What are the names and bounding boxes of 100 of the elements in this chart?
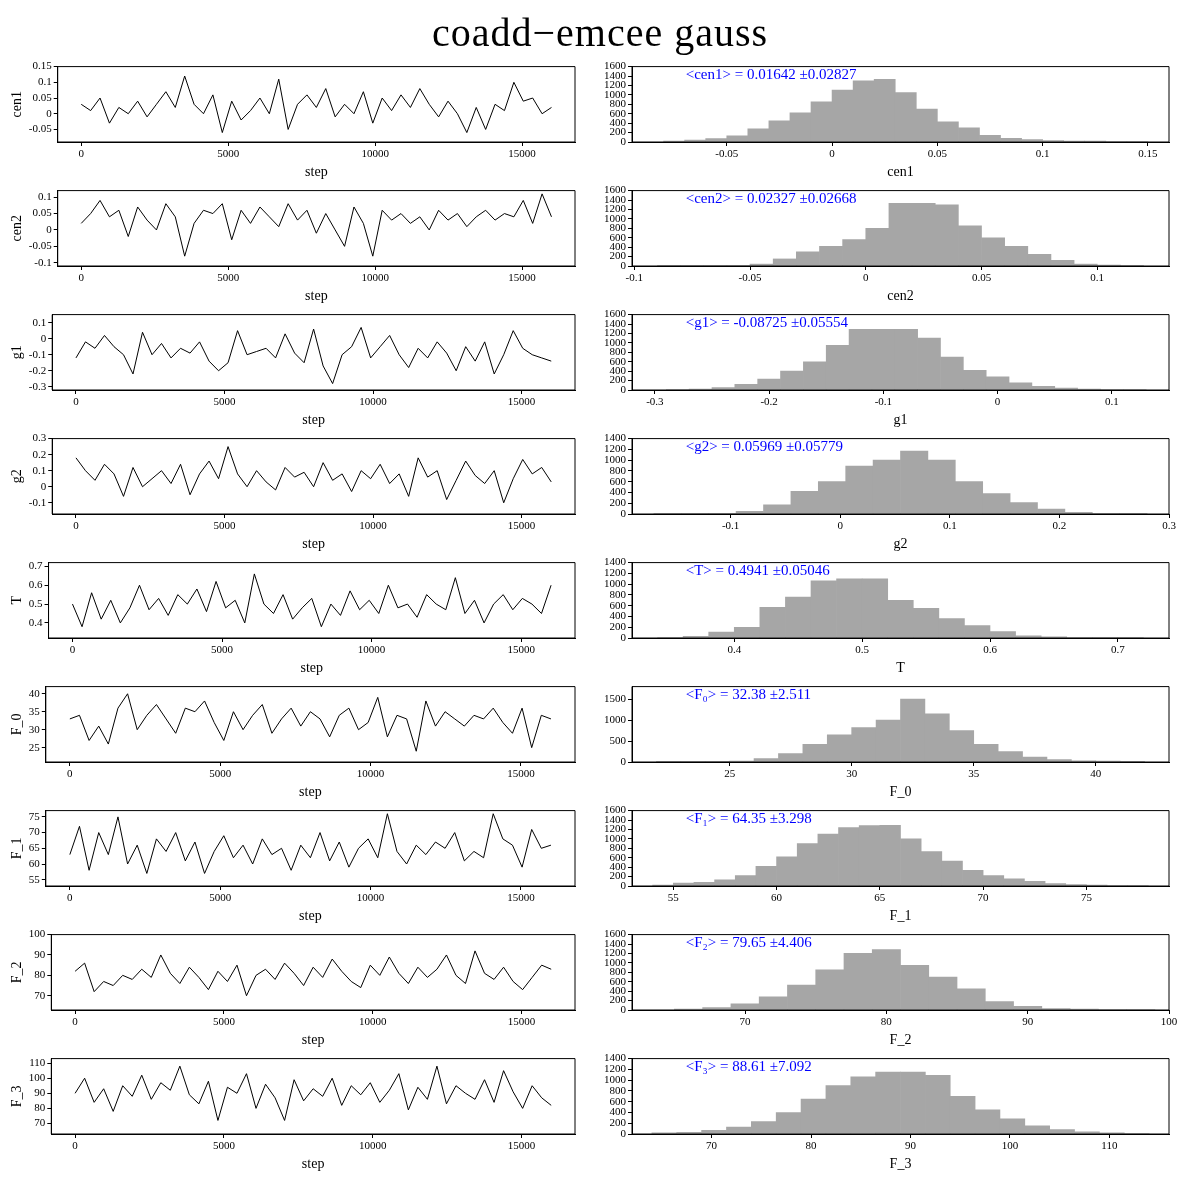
x-tick-label: 5000 (209, 767, 232, 780)
x-tick-label: 0.05 (971, 271, 992, 284)
y-tick-label: 25 (28, 740, 41, 753)
y-tick-label: 90 (34, 1086, 46, 1099)
y-tick-label: 0.2 (32, 447, 47, 460)
y-tick-label: 500 (609, 733, 627, 746)
x-tick-label: 0 (69, 643, 76, 656)
y-tick-label: 0 (46, 106, 53, 119)
x-tick-label: 15000 (507, 519, 536, 532)
x-tick-label: 10000 (357, 643, 386, 656)
y-tick-label: 400 (609, 1105, 627, 1118)
x-tick-label: 110 (1101, 1139, 1118, 1152)
y-tick-label: 200 (609, 620, 627, 633)
y-tick-label: 0.1 (32, 315, 47, 328)
y-tick-label: 1000 (604, 453, 627, 466)
x-axis-title: F_3 (889, 1156, 912, 1172)
annotation: <g2> = 0.05969 ±0.05779 (685, 438, 844, 455)
x-axis-title: cen2 (887, 288, 914, 304)
x-tick-label: 90 (1022, 1015, 1034, 1028)
x-tick-label: -0.05 (715, 147, 739, 160)
x-tick-label: 0 (994, 395, 1001, 408)
y-tick-label: 600 (609, 1094, 627, 1107)
x-tick-label: 0.05 (927, 147, 948, 160)
y-tick-label: 200 (609, 496, 627, 509)
y-tick-label: 800 (609, 1083, 627, 1096)
y-tick-label: -0.2 (28, 363, 47, 376)
x-tick-label: 15000 (507, 767, 536, 780)
x-tick-label: 80 (805, 1139, 817, 1152)
x-axis-title: F_1 (889, 908, 912, 924)
x-axis-title: step (300, 660, 324, 676)
y-tick-label: 0.05 (32, 206, 53, 219)
chart-title: coadd−emcee gauss (430, 9, 770, 57)
y-tick-label: 70 (34, 988, 46, 1001)
y-tick-label: 200 (609, 1116, 627, 1129)
annotation: <F₂> = 79.65 ±4.406 (685, 934, 813, 951)
x-tick-label: 15000 (507, 1015, 536, 1028)
x-tick-label: 0.1 (1090, 271, 1105, 284)
y-axis-title: F_1 (9, 837, 25, 860)
x-tick-label: -0.1 (721, 519, 740, 532)
x-tick-label: -0.2 (760, 395, 778, 408)
y-tick-label: 0.4 (28, 615, 44, 628)
x-tick-label: 5000 (212, 1015, 236, 1028)
y-tick-label: 800 (609, 587, 627, 600)
y-tick-label: 400 (609, 485, 627, 498)
x-tick-label: 5000 (209, 891, 232, 904)
y-tick-label: 75 (28, 809, 41, 822)
x-tick-label: 0.5 (855, 643, 870, 656)
x-tick-label: 55 (667, 891, 680, 904)
x-tick-label: 5000 (212, 1139, 236, 1152)
x-tick-label: 5000 (217, 271, 240, 284)
y-tick-label: 0.05 (32, 90, 53, 103)
x-tick-label: 40 (1090, 767, 1102, 780)
x-tick-label: 70 (977, 891, 990, 904)
y-tick-label: 1000 (604, 1073, 627, 1086)
x-tick-label: 5000 (211, 643, 234, 656)
y-axis-title: cen1 (9, 91, 25, 118)
x-tick-label: 10000 (359, 395, 388, 408)
x-tick-label: 0.4 (727, 643, 742, 656)
annotation: <cen1> = 0.01642 ±0.02827 (685, 66, 857, 83)
x-tick-label: 60 (771, 891, 783, 904)
x-tick-label: 0 (67, 767, 74, 780)
x-axis-title: step (299, 784, 322, 800)
x-tick-label: 0 (73, 395, 80, 408)
x-tick-label: 15000 (507, 1139, 536, 1152)
x-tick-label: 0.2 (1052, 519, 1067, 532)
y-axis-title: cen2 (9, 215, 25, 242)
x-tick-label: 0 (863, 271, 870, 284)
x-tick-label: 70 (706, 1139, 718, 1152)
y-tick-label: 1000 (604, 713, 627, 725)
y-tick-label: 40 (28, 686, 41, 699)
y-tick-label: -0.1 (28, 347, 47, 360)
x-tick-label: 10000 (358, 1015, 387, 1028)
y-tick-label: 1200 (604, 1062, 627, 1075)
x-tick-label: 10000 (356, 767, 385, 780)
y-tick-label: 0.7 (28, 559, 44, 572)
x-tick-label: 0.3 (1162, 519, 1177, 532)
y-tick-label: 80 (34, 968, 46, 981)
annotation: <F₁> = 64.35 ±3.298 (685, 810, 812, 827)
y-tick-label: 0.6 (28, 578, 44, 591)
y-tick-label: 0.3 (32, 431, 47, 444)
x-tick-label: 0 (78, 271, 85, 284)
x-tick-label: 0 (73, 519, 80, 532)
x-tick-label: 0.7 (1110, 643, 1126, 656)
y-axis-title: g2 (9, 469, 25, 484)
x-tick-label: 0.1 (1035, 147, 1050, 160)
y-tick-label: 60 (28, 856, 41, 869)
x-tick-label: -0.1 (874, 395, 893, 408)
y-axis-title: T (9, 595, 25, 605)
y-tick-label: 35 (28, 704, 41, 717)
y-tick-label: 100 (28, 1071, 46, 1084)
y-tick-label: 0.15 (32, 59, 53, 72)
x-tick-label: 100 (1001, 1139, 1019, 1152)
x-axis-title: step (305, 288, 328, 304)
x-tick-label: 0 (72, 1139, 79, 1152)
y-tick-label: 1200 (604, 566, 627, 579)
x-tick-label: 0.15 (1138, 147, 1159, 160)
y-tick-label: 0.1 (37, 190, 52, 203)
x-axis-title: step (305, 164, 328, 180)
x-axis-title: step (302, 536, 325, 552)
x-tick-label: 5000 (213, 395, 236, 408)
